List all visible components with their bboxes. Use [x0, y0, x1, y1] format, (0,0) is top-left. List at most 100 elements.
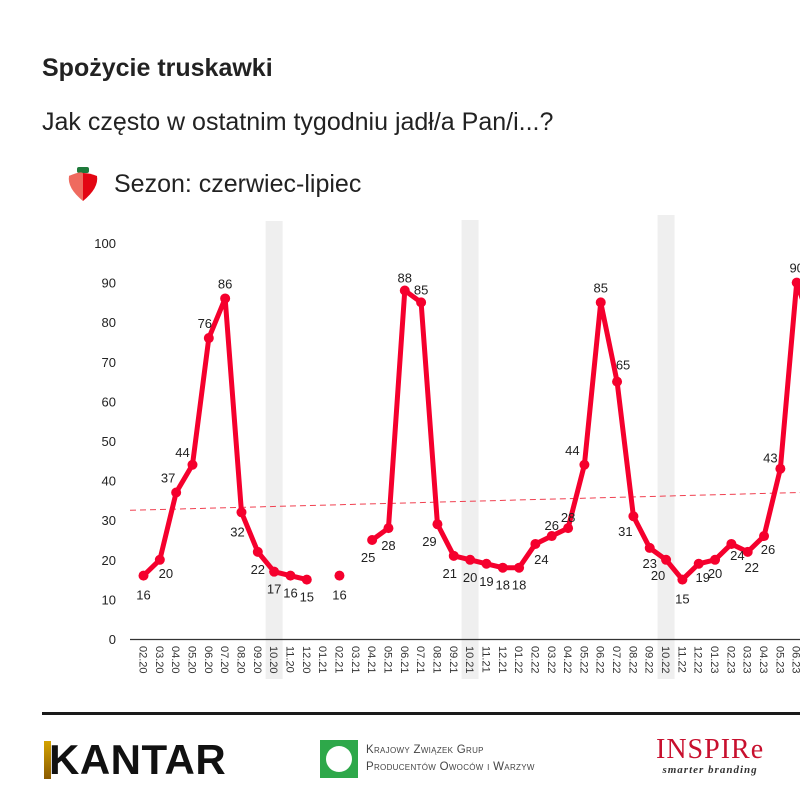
chart-title: Spożycie truskawki: [42, 54, 273, 82]
data-point: [334, 570, 345, 581]
x-tick-label: 10.20: [267, 646, 279, 674]
data-label: 85: [414, 282, 428, 297]
data-label: 37: [161, 470, 175, 485]
data-label: 26: [545, 518, 559, 533]
data-point: [367, 535, 378, 545]
kzg-logo-icon: [320, 740, 358, 778]
x-tick-label: 06.23: [790, 646, 800, 674]
data-point: [220, 293, 231, 304]
x-tick-label: 11.21: [479, 646, 491, 673]
x-tick-label: 12.20: [300, 646, 312, 674]
footer-divider: [42, 712, 800, 715]
x-tick-label: 09.22: [643, 646, 655, 674]
inspire-logo: INSPIRe smarter branding: [656, 734, 765, 777]
y-tick-label: 20: [102, 553, 116, 568]
x-tick-label: 10.21: [463, 646, 475, 674]
data-label: 85: [594, 280, 608, 295]
data-point: [269, 566, 280, 577]
data-point: [595, 297, 606, 308]
data-point: [481, 558, 492, 569]
x-tick-label: 09.21: [447, 646, 459, 674]
data-point: [644, 542, 655, 553]
x-tick-label: 05.20: [185, 646, 197, 674]
strawberry-icon: [68, 167, 98, 201]
data-point: [154, 554, 165, 565]
data-point: [759, 531, 770, 542]
data-point: [693, 558, 704, 569]
x-tick-label: 06.21: [398, 646, 410, 674]
x-tick-label: 06.22: [594, 646, 606, 674]
x-tick-label: 02.23: [724, 646, 736, 674]
x-tick-label: 03.21: [349, 646, 361, 674]
data-label: 20: [651, 568, 665, 583]
data-label: 20: [463, 570, 477, 585]
data-label: 26: [761, 542, 775, 557]
data-point: [628, 511, 639, 522]
x-tick-label: 04.20: [169, 646, 181, 674]
x-tick-label: 03.23: [741, 646, 753, 674]
x-tick-label: 09.20: [251, 646, 263, 674]
line-chart: 0 10 20 30 40 50 60 70 80 90 100 02.20 03.20 04.20 05.…: [94, 215, 800, 679]
data-point: [252, 546, 263, 557]
x-tick-label: 08.21: [430, 646, 442, 674]
data-point: [399, 285, 410, 296]
x-tick-label: 10.22: [659, 646, 671, 674]
data-label: 44: [565, 443, 579, 458]
x-tick-label: 06.20: [202, 646, 214, 674]
data-label: 32: [230, 524, 244, 539]
data-point: [530, 538, 541, 549]
y-tick-label: 90: [102, 276, 116, 291]
data-label: 31: [618, 524, 632, 539]
data-point: [546, 531, 557, 542]
data-point: [203, 333, 214, 344]
kantar-logo-text: KANTAR: [49, 736, 227, 783]
data-label: 20: [159, 566, 173, 581]
data-point: [661, 554, 672, 565]
season-label: Sezon: czerwiec-lipiec: [114, 169, 362, 198]
x-tick-label: 02.21: [332, 646, 344, 674]
data-point: [301, 574, 312, 585]
y-tick-label: 40: [102, 474, 116, 489]
data-label: 43: [763, 451, 777, 466]
data-label: 25: [361, 550, 375, 565]
y-tick-label: 80: [102, 315, 116, 330]
data-label: 19: [479, 574, 493, 589]
y-tick-label: 100: [94, 236, 116, 251]
x-tick-label: 12.22: [692, 646, 704, 674]
data-point: [612, 376, 623, 387]
inspire-logo-text: INSPIRe: [656, 734, 765, 765]
data-label: 28: [561, 510, 575, 525]
highlight-band: [265, 221, 283, 679]
data-label: 86: [218, 276, 232, 291]
data-label: 65: [616, 358, 630, 373]
data-label: 15: [675, 592, 689, 607]
data-point: [465, 554, 476, 565]
x-tick-label: 04.23: [757, 646, 769, 674]
data-label: 90: [789, 261, 800, 276]
data-point: [432, 519, 443, 530]
chart-subtitle: Jak często w ostatnim tygodniu jadł/a Pa…: [42, 108, 554, 136]
data-point: [187, 459, 198, 470]
y-tick-label: 30: [102, 513, 116, 528]
x-tick-label: 04.22: [561, 646, 573, 674]
kantar-logo-bar: [44, 741, 51, 779]
data-label: 88: [398, 271, 412, 286]
data-label: 16: [332, 588, 346, 603]
data-point: [497, 562, 508, 573]
data-label: 17: [267, 582, 281, 597]
data-label: 15: [300, 590, 314, 605]
data-point: [742, 546, 753, 557]
x-tick-label: 02.20: [137, 646, 149, 674]
y-tick-label: 50: [102, 434, 116, 449]
data-point: [791, 277, 800, 288]
x-tick-label: 07.22: [610, 646, 622, 674]
data-line: [369, 280, 800, 583]
x-tick-label: 03.20: [153, 646, 165, 674]
x-tick-label: 11.20: [283, 646, 295, 673]
data-label: 44: [175, 445, 189, 460]
data-label: 24: [534, 552, 548, 567]
data-label: 28: [381, 538, 395, 553]
x-tick-label: 08.22: [626, 646, 638, 674]
x-tick-label: 05.21: [381, 646, 393, 674]
data-point: [171, 487, 182, 498]
